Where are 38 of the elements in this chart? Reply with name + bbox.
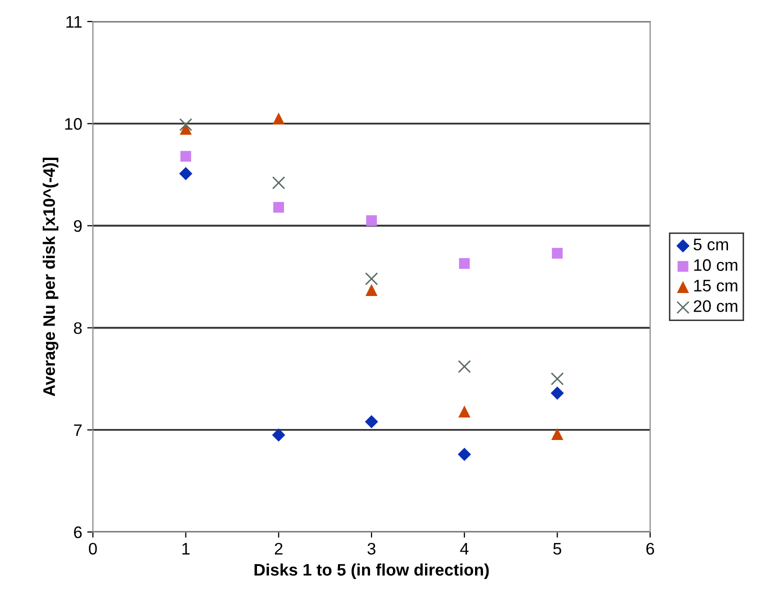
- point: [458, 405, 470, 418]
- y-axis-title: Average Nu per disk [x10^(-4)]: [42, 158, 58, 396]
- y-tick-label: 10: [65, 118, 82, 130]
- point: [364, 415, 378, 428]
- point: [180, 150, 192, 162]
- legend-label: 5 cm: [694, 238, 728, 250]
- y-tick-label: 6: [74, 526, 82, 538]
- point: [458, 448, 471, 461]
- point: [272, 176, 286, 190]
- y-tick-label: 8: [74, 322, 82, 334]
- point: [366, 284, 378, 296]
- x-tick-label: 1: [182, 543, 190, 554]
- point: [458, 360, 471, 374]
- x-tick-label: 3: [368, 542, 376, 555]
- y-tick-label: 11: [66, 16, 82, 28]
- point: [551, 428, 564, 440]
- point: [273, 202, 284, 213]
- point: [552, 248, 563, 259]
- point: [459, 258, 470, 269]
- y-tick-label: 7: [74, 424, 82, 436]
- y-tick-label: 9: [74, 220, 82, 232]
- point: [272, 112, 285, 125]
- x-tick-label: 4: [460, 543, 469, 554]
- point: [550, 386, 564, 400]
- x-tick-label: 0: [88, 542, 97, 555]
- x-tick-label: 6: [646, 542, 654, 555]
- point: [365, 272, 378, 286]
- x-axis-title: Disks 1 to 5 (in flow direction): [254, 563, 489, 580]
- legend-label: 20 cm: [694, 300, 738, 312]
- x-tick-label: 5: [553, 543, 562, 555]
- point: [179, 167, 192, 180]
- point: [550, 372, 564, 386]
- point: [366, 215, 377, 226]
- point: [272, 428, 286, 442]
- legend-label: 15 cm: [694, 280, 738, 292]
- point: [179, 118, 192, 132]
- x-tick-label: 2: [274, 542, 282, 554]
- legend-label: 10 cm: [694, 259, 738, 271]
